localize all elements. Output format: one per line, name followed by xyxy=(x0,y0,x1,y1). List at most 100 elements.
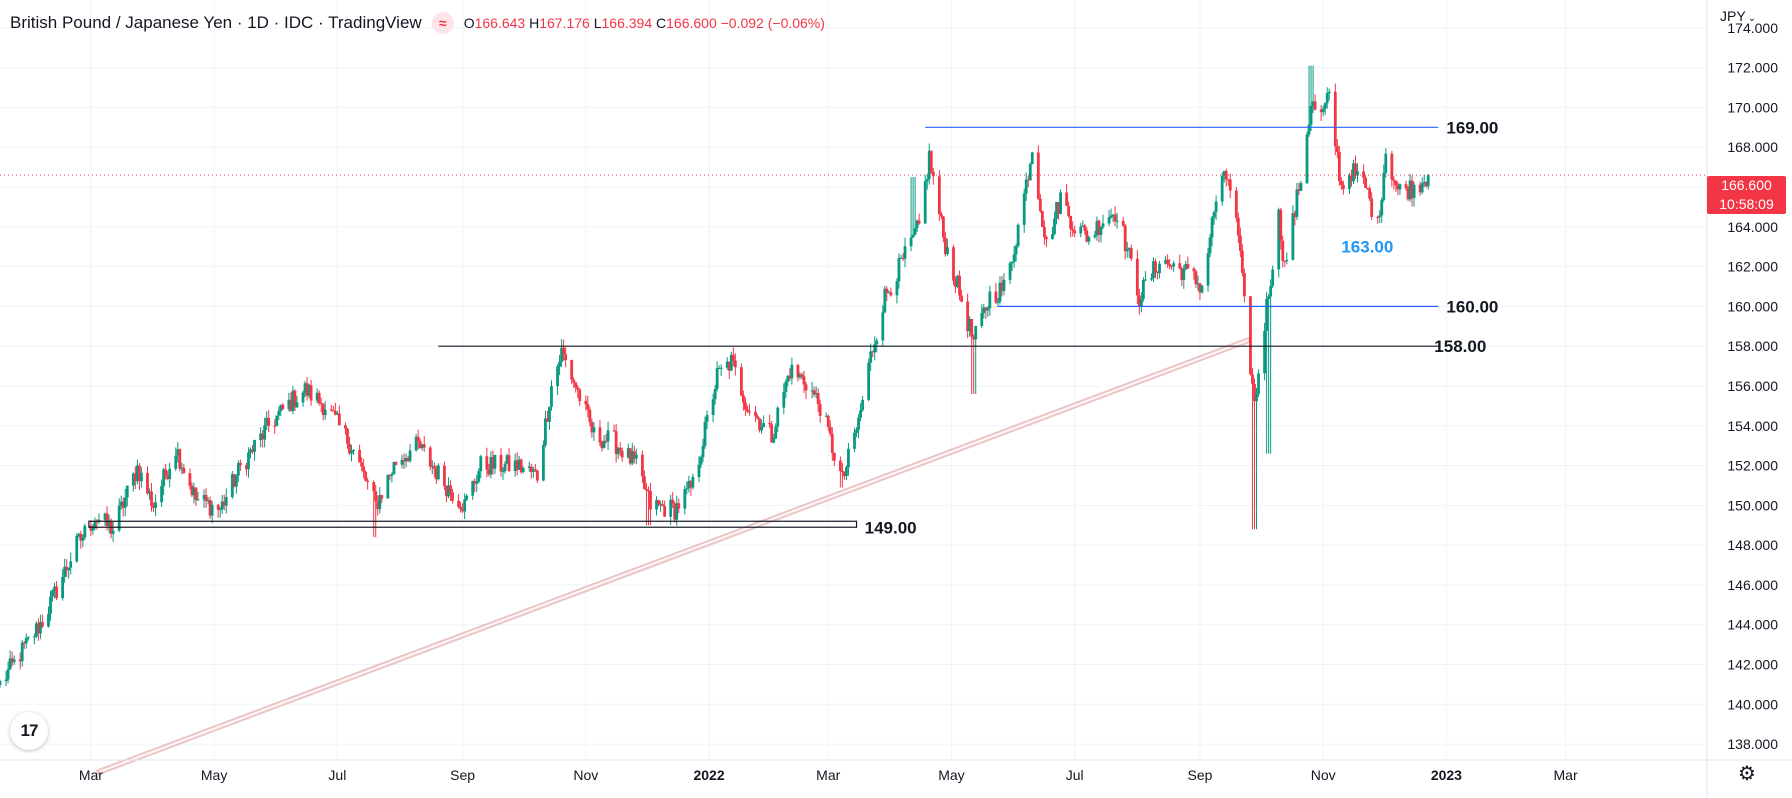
candle-body xyxy=(180,467,184,469)
candle-body xyxy=(1293,213,1297,217)
candle-body xyxy=(760,427,763,431)
candle-body xyxy=(762,423,766,428)
candle-body xyxy=(1408,180,1412,200)
tradingview-logo[interactable]: 17 xyxy=(10,712,48,750)
candle-body xyxy=(869,351,873,363)
candle-body xyxy=(715,368,719,390)
candle-body xyxy=(89,525,93,531)
candle-body xyxy=(556,366,559,387)
candle-body xyxy=(182,467,186,474)
candle-body xyxy=(1283,260,1287,262)
candle-body xyxy=(434,468,438,480)
candle-body xyxy=(697,464,701,477)
candle-body xyxy=(798,374,802,378)
candle-body xyxy=(196,499,200,501)
candle-body xyxy=(1309,105,1313,125)
candle-body xyxy=(1242,273,1246,297)
candle-body xyxy=(711,399,715,416)
change-value: −0.092 (−0.06%) xyxy=(720,15,825,31)
candle-body xyxy=(61,576,65,599)
time-tick-label: Nov xyxy=(1311,767,1336,783)
candle-body xyxy=(994,291,998,303)
candle-body xyxy=(784,381,788,392)
candle-body xyxy=(1198,283,1202,293)
candle-body xyxy=(570,360,574,380)
candle-body xyxy=(360,462,364,467)
candle-body xyxy=(1376,216,1380,218)
candle-body xyxy=(885,288,889,293)
symbol-title[interactable]: British Pound / Japanese Yen · 1D · IDC … xyxy=(10,13,422,32)
candle-body xyxy=(840,470,844,473)
level-label: 169.00 xyxy=(1446,118,1498,137)
candle-body xyxy=(176,449,180,456)
candle-body xyxy=(503,463,507,472)
candle-body xyxy=(18,659,22,662)
price-tick-label: 162.000 xyxy=(1727,259,1778,275)
candle-body xyxy=(323,409,327,416)
candle-body xyxy=(1299,183,1303,191)
candle-body xyxy=(53,586,56,591)
candle-body xyxy=(22,642,26,644)
candle-body xyxy=(705,415,709,422)
candle-body xyxy=(1016,224,1020,246)
candle-body xyxy=(202,495,206,500)
candle-body xyxy=(192,487,196,496)
candle-body xyxy=(1297,189,1301,191)
candle-body xyxy=(1392,179,1396,181)
candle-body xyxy=(1083,225,1087,231)
candle-body xyxy=(1144,279,1147,281)
candle-body xyxy=(974,325,978,340)
candle-body xyxy=(148,491,151,494)
candle-body xyxy=(507,455,511,471)
candle-body xyxy=(265,417,269,426)
time-tick-label: Mar xyxy=(79,767,103,783)
candle-body xyxy=(1384,153,1388,173)
candle-body xyxy=(853,432,856,449)
candle-body xyxy=(317,392,321,404)
candle-body xyxy=(519,459,523,473)
candle-body xyxy=(253,439,256,452)
candle-body xyxy=(1192,268,1196,272)
time-tick-label: Jul xyxy=(328,767,346,783)
candle-body xyxy=(628,448,632,464)
candle-body xyxy=(701,445,705,458)
candle-body xyxy=(939,214,943,217)
candle-body xyxy=(232,474,236,487)
candle-body xyxy=(1073,230,1077,234)
candle-body xyxy=(1150,278,1153,280)
candle-body xyxy=(606,430,610,442)
candle-body xyxy=(287,399,291,409)
candle-body xyxy=(1010,261,1014,264)
candle-body xyxy=(1022,193,1026,225)
candle-body xyxy=(1210,217,1214,238)
candle-body xyxy=(164,469,168,476)
candle-body xyxy=(493,454,497,469)
candle-body xyxy=(980,313,984,326)
candle-body xyxy=(901,257,905,259)
candle-body xyxy=(47,613,50,627)
candle-body xyxy=(937,176,941,215)
candle-body xyxy=(305,383,309,396)
candle-body xyxy=(776,407,780,427)
candle-body xyxy=(1267,296,1271,299)
candle-body xyxy=(230,474,234,498)
candle-body xyxy=(1333,91,1337,147)
price-tick-label: 146.000 xyxy=(1727,577,1778,593)
candle-body xyxy=(208,499,212,516)
candle-body xyxy=(1178,263,1182,269)
candle-body xyxy=(331,410,335,412)
candle-body xyxy=(632,451,636,459)
gear-icon[interactable]: ⚙ xyxy=(1738,762,1756,785)
candle-body xyxy=(786,375,790,382)
candle-body xyxy=(1012,254,1016,262)
currency-selector[interactable]: JPY ⌄ xyxy=(1720,8,1757,24)
candle-body xyxy=(501,471,505,473)
grid-lines xyxy=(0,0,1707,760)
candle-body xyxy=(774,426,778,439)
waves-icon[interactable]: ≈ xyxy=(431,12,454,34)
candle-body xyxy=(463,499,467,512)
candle-body xyxy=(10,658,14,663)
level-label: 158.00 xyxy=(1434,337,1486,356)
candle-body xyxy=(210,504,214,516)
